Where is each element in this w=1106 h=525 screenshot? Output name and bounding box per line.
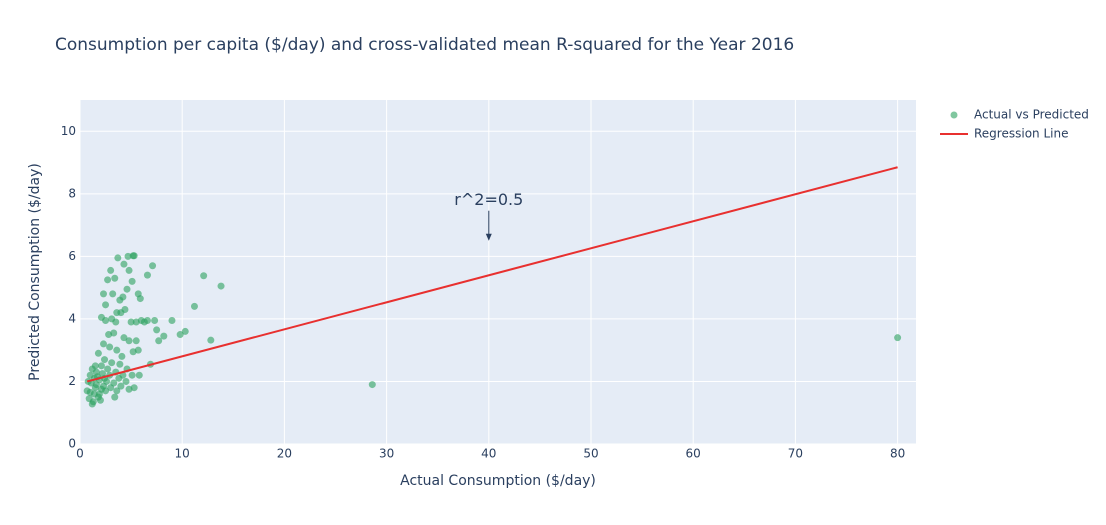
x-tick-label: 20 [277, 447, 292, 461]
legend-symbol [950, 111, 958, 119]
y-axis-title: Predicted Consumption ($/day) [27, 163, 43, 381]
scatter-point [143, 271, 151, 279]
scatter-point [109, 290, 117, 298]
x-tick-label: 70 [788, 447, 803, 461]
scatter-point [176, 331, 184, 339]
scatter-point [155, 337, 163, 345]
x-tick-label: 80 [890, 447, 905, 461]
scatter-point [894, 334, 902, 342]
scatter-point [117, 382, 125, 390]
x-tick-label: 10 [175, 447, 190, 461]
x-tick-label: 60 [686, 447, 701, 461]
regression-line [86, 166, 898, 383]
scatter-point [102, 301, 110, 309]
scatter-point [100, 340, 108, 348]
scatter-point [106, 343, 114, 351]
scatter-point [368, 381, 376, 389]
legend-label: Actual vs Predicted [974, 108, 1089, 122]
legend-label: Regression Line [974, 127, 1068, 141]
y-tick-label: 6 [68, 249, 76, 263]
scatter-point [207, 336, 215, 344]
scatter-point [104, 365, 112, 373]
scatter-point [122, 377, 130, 385]
scatter-point [119, 293, 127, 301]
scatter-point [128, 371, 136, 379]
scatter-point [190, 302, 198, 310]
scatter-point [125, 385, 133, 393]
scatter-point [112, 318, 120, 326]
scatter-point [97, 362, 105, 370]
scatter-point [96, 396, 104, 404]
scatter-point [104, 276, 112, 284]
scatter-point [110, 329, 118, 337]
scatter-point [116, 360, 124, 368]
scatter-point [151, 316, 159, 324]
scatter-point [120, 260, 128, 268]
scatter-point [113, 387, 121, 395]
scatter-point [125, 337, 133, 345]
scatter-point [130, 252, 138, 260]
scatter-point [217, 282, 225, 290]
scatter-point [123, 285, 131, 293]
scatter-point [111, 274, 119, 282]
scatter-point [101, 356, 109, 364]
scatter-point [137, 316, 145, 324]
scatter-point [113, 346, 121, 354]
y-tick-label: 8 [68, 186, 76, 200]
scatter-point [125, 266, 133, 274]
scatter-point [91, 384, 99, 392]
scatter-point [107, 266, 115, 274]
x-axis-title: Actual Consumption ($/day) [400, 473, 596, 489]
scatter-point [124, 252, 132, 260]
scatter-point [115, 374, 123, 382]
scatter-point [128, 277, 136, 285]
scatter-point [97, 313, 105, 321]
x-tick-label: 0 [76, 447, 84, 461]
scatter-point [134, 290, 142, 298]
scatter-point [149, 262, 157, 270]
scatter-point [121, 306, 129, 314]
y-tick-label: 2 [68, 374, 76, 388]
y-tick-label: 0 [68, 437, 76, 451]
chart-title: Consumption per capita ($/day) and cross… [55, 35, 794, 55]
scatter-point [160, 332, 168, 340]
x-tick-label: 40 [481, 447, 496, 461]
scatter-point [94, 349, 102, 357]
scatter-point [181, 327, 189, 335]
x-tick-label: 30 [379, 447, 394, 461]
scatter-point [111, 393, 119, 401]
scatter-point [134, 346, 142, 354]
scatter-point [132, 337, 140, 345]
scatter-point [108, 359, 116, 367]
scatter-point [97, 385, 105, 393]
scatter-point [135, 371, 143, 379]
scatter-point [100, 290, 108, 298]
arrow-head [485, 233, 492, 241]
scatter-point [127, 318, 135, 326]
x-tick-label: 50 [583, 447, 598, 461]
y-tick-label: 4 [68, 311, 76, 325]
scatter-point [88, 400, 96, 408]
scatter-point [153, 326, 161, 334]
scatter-point [114, 254, 122, 262]
annotation-text: r^2=0.5 [454, 190, 523, 209]
scatter-point [168, 316, 176, 324]
scatter-point [118, 352, 126, 360]
scatter-point [107, 384, 115, 392]
scatter-point [200, 272, 208, 280]
y-tick-label: 10 [61, 124, 76, 138]
scatter-point [120, 334, 128, 342]
